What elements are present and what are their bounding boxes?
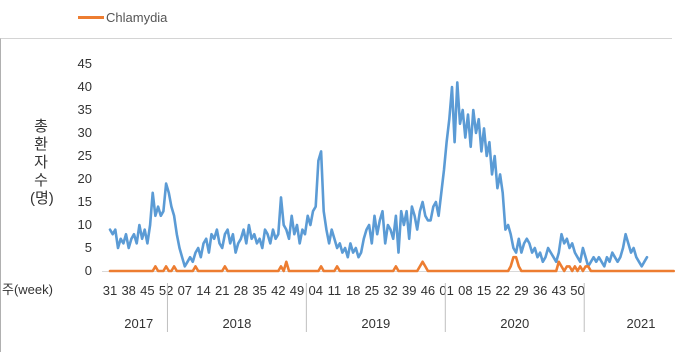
y-tick-label: 25 bbox=[78, 148, 92, 163]
x-tick-label: 35 bbox=[252, 283, 266, 298]
x-tick-label: 29 bbox=[514, 283, 528, 298]
x-tick-label: 38 bbox=[121, 283, 135, 298]
x-tick-label: 42 bbox=[271, 283, 285, 298]
x-tick-label: 43 bbox=[552, 283, 566, 298]
x-tick-label: 36 bbox=[533, 283, 547, 298]
y-tick-label: 30 bbox=[78, 125, 92, 140]
year-label: 2020 bbox=[500, 316, 529, 331]
x-tick-label: 07 bbox=[178, 283, 192, 298]
x-axis-title: 주(week) bbox=[2, 282, 53, 297]
x-tick-label: 32 bbox=[383, 283, 397, 298]
x-tick-label: 25 bbox=[365, 283, 379, 298]
x-tick-label: 39 bbox=[402, 283, 416, 298]
year-label: 2019 bbox=[361, 316, 390, 331]
x-tick-label: 22 bbox=[495, 283, 509, 298]
chart-frame bbox=[0, 38, 672, 352]
x-tick-label: 52 bbox=[159, 283, 173, 298]
y-axis-title-glyph: 총 bbox=[34, 118, 48, 135]
year-label: 2017 bbox=[124, 316, 153, 331]
y-axis-title-glyph: 자 bbox=[34, 154, 48, 171]
y-tick-label: 5 bbox=[85, 240, 92, 255]
year-label: 2018 bbox=[222, 316, 251, 331]
y-tick-label: 35 bbox=[78, 102, 92, 117]
x-tick-label: 11 bbox=[328, 283, 342, 298]
x-tick-label: 04 bbox=[308, 283, 322, 298]
y-axis-title: 총 환 자 수 (명) bbox=[30, 118, 54, 208]
y-axis-title-glyph: 수 bbox=[34, 172, 48, 189]
y-tick-label: 20 bbox=[78, 171, 92, 186]
legend: Chlamydia bbox=[78, 6, 167, 28]
legend-label-chlamydia: Chlamydia bbox=[106, 9, 168, 25]
x-tick-label: 14 bbox=[196, 283, 210, 298]
y-axis-title-glyph: (명) bbox=[30, 190, 54, 207]
x-tick-label: 45 bbox=[140, 283, 154, 298]
series-line-chlamydia bbox=[108, 255, 676, 273]
x-tick-label: 46 bbox=[421, 283, 435, 298]
x-tick-label: 15 bbox=[477, 283, 491, 298]
series-line-total bbox=[108, 81, 649, 268]
x-tick-label: 21 bbox=[215, 283, 229, 298]
x-tick-label: 49 bbox=[290, 283, 304, 298]
y-tick-label: 0 bbox=[85, 263, 92, 278]
x-tick-label: 50 bbox=[570, 283, 584, 298]
y-tick-label: 10 bbox=[78, 217, 92, 232]
y-tick-label: 15 bbox=[78, 194, 92, 209]
y-tick-label: 40 bbox=[78, 79, 92, 94]
y-tick-label: 45 bbox=[78, 56, 92, 71]
x-tick-label: 01 bbox=[439, 283, 453, 298]
y-axis-title-glyph: 환 bbox=[34, 136, 48, 153]
x-tick-label: 18 bbox=[346, 283, 360, 298]
legend-swatch-chlamydia bbox=[78, 15, 104, 19]
x-tick-label: 08 bbox=[458, 283, 472, 298]
year-label: 2021 bbox=[627, 316, 656, 331]
x-tick-label: 28 bbox=[234, 283, 248, 298]
x-tick-label: 31 bbox=[103, 283, 117, 298]
